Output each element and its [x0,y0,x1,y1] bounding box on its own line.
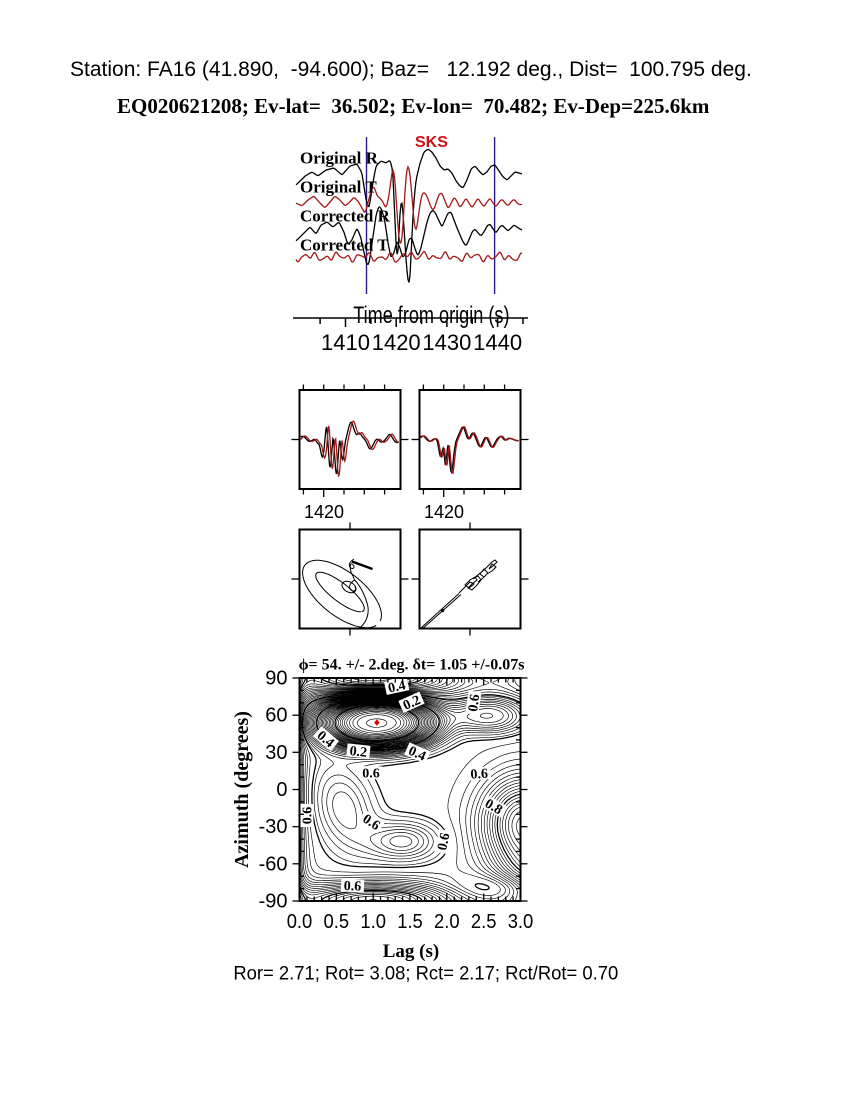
svg-text:0.4: 0.4 [387,678,407,696]
svg-text:Ror= 2.71; Rot= 3.08; Rct= 2.1: Ror= 2.71; Rot= 3.08; Rct= 2.17; Rct/Rot… [233,962,618,983]
svg-text:0.6: 0.6 [470,767,489,783]
svg-text:1420: 1420 [372,330,421,355]
svg-text:0.2: 0.2 [349,744,368,761]
svg-text:2.0: 2.0 [434,911,460,933]
svg-text:1.5: 1.5 [397,911,423,933]
svg-text:Original R: Original R [300,149,379,168]
svg-text:1430: 1430 [422,330,471,355]
svg-text:ϕ= 54. +/- 2.deg. δt= 1.05 +/-: ϕ= 54. +/- 2.deg. δt= 1.05 +/-0.07s [299,657,525,674]
svg-text:0.6: 0.6 [435,832,453,852]
svg-text:Time from origin (s): Time from origin (s) [353,302,509,329]
svg-text:Corrected T: Corrected T [300,236,389,255]
svg-text:30: 30 [265,742,287,764]
svg-text:3.0: 3.0 [508,911,534,933]
svg-text:1.0: 1.0 [360,911,386,933]
svg-text:0.6: 0.6 [466,693,483,712]
svg-text:0.5: 0.5 [324,911,350,933]
svg-text:2.5: 2.5 [471,911,497,933]
svg-text:1440: 1440 [473,330,522,355]
svg-text:90: 90 [265,668,287,690]
svg-text:0.2: 0.2 [401,693,423,714]
svg-text:Station: FA16 (41.890, -94.60: Station: FA16 (41.890, -94.600); Baz= 12… [70,58,752,81]
svg-text:1420: 1420 [424,502,464,522]
svg-text:-90: -90 [259,891,288,913]
svg-text:0.6: 0.6 [301,807,316,825]
svg-text:60: 60 [265,705,287,727]
svg-text:0.4: 0.4 [406,744,428,765]
svg-text:0: 0 [276,779,287,801]
svg-text:SKS: SKS [415,134,448,151]
svg-text:Azimuth (degrees): Azimuth (degrees) [231,711,253,868]
svg-text:Lag (s): Lag (s) [383,941,439,962]
svg-text:Corrected R: Corrected R [300,207,391,226]
svg-text:-60: -60 [259,853,288,875]
svg-text:Original T: Original T [300,178,377,197]
svg-text:-30: -30 [259,816,288,838]
svg-text:0.6: 0.6 [343,879,361,895]
svg-text:1420: 1420 [304,502,344,522]
svg-text:1410: 1410 [321,330,370,355]
svg-text:EQ020621208; Ev-lat= 36.502;: EQ020621208; Ev-lat= 36.502; Ev-lon= 70.… [117,94,710,118]
svg-text:0.6: 0.6 [362,767,380,782]
svg-text:0.0: 0.0 [287,911,313,933]
